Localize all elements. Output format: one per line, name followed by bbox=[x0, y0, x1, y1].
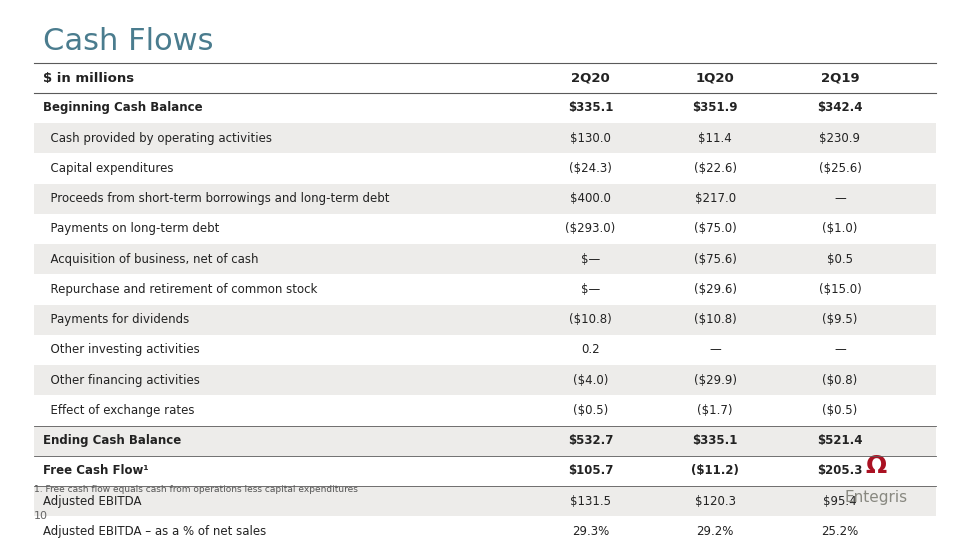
Text: ($29.6): ($29.6) bbox=[694, 283, 736, 296]
Text: 25.2%: 25.2% bbox=[822, 525, 858, 538]
Text: ($29.9): ($29.9) bbox=[694, 374, 736, 387]
Text: $335.1: $335.1 bbox=[567, 102, 613, 114]
FancyBboxPatch shape bbox=[34, 426, 936, 456]
Text: Capital expenditures: Capital expenditures bbox=[43, 162, 174, 175]
Text: Proceeds from short-term borrowings and long-term debt: Proceeds from short-term borrowings and … bbox=[43, 192, 390, 205]
Text: ($11.2): ($11.2) bbox=[691, 464, 739, 477]
Text: Acquisition of business, net of cash: Acquisition of business, net of cash bbox=[43, 253, 258, 266]
Text: Adjusted EBITDA – as a % of net sales: Adjusted EBITDA – as a % of net sales bbox=[43, 525, 267, 538]
FancyBboxPatch shape bbox=[34, 93, 936, 123]
Text: 10: 10 bbox=[34, 511, 48, 521]
Text: ($293.0): ($293.0) bbox=[565, 222, 615, 235]
Text: Other investing activities: Other investing activities bbox=[43, 343, 200, 356]
Text: $351.9: $351.9 bbox=[692, 102, 738, 114]
Text: Payments for dividends: Payments for dividends bbox=[43, 313, 189, 326]
Text: $217.0: $217.0 bbox=[695, 192, 735, 205]
Text: ($1.7): ($1.7) bbox=[698, 404, 732, 417]
Text: ($10.8): ($10.8) bbox=[694, 313, 736, 326]
Text: ($22.6): ($22.6) bbox=[694, 162, 736, 175]
Text: Payments on long-term debt: Payments on long-term debt bbox=[43, 222, 220, 235]
Text: 2Q20: 2Q20 bbox=[571, 72, 610, 85]
FancyBboxPatch shape bbox=[34, 244, 936, 274]
Text: ($0.5): ($0.5) bbox=[573, 404, 608, 417]
Text: Beginning Cash Balance: Beginning Cash Balance bbox=[43, 102, 203, 114]
FancyBboxPatch shape bbox=[34, 184, 936, 214]
Text: $532.7: $532.7 bbox=[567, 434, 613, 447]
Text: 1. Free cash flow equals cash from operations less capital expenditures: 1. Free cash flow equals cash from opera… bbox=[34, 485, 357, 494]
FancyBboxPatch shape bbox=[34, 456, 936, 486]
FancyBboxPatch shape bbox=[34, 123, 936, 153]
Text: $0.5: $0.5 bbox=[827, 253, 853, 266]
FancyBboxPatch shape bbox=[34, 335, 936, 365]
Text: 2Q19: 2Q19 bbox=[821, 72, 859, 85]
Text: Cash provided by operating activities: Cash provided by operating activities bbox=[43, 132, 273, 145]
Text: $131.5: $131.5 bbox=[570, 495, 611, 508]
Text: ($10.8): ($10.8) bbox=[569, 313, 612, 326]
FancyBboxPatch shape bbox=[34, 486, 936, 516]
Text: ($24.3): ($24.3) bbox=[569, 162, 612, 175]
Text: $400.0: $400.0 bbox=[570, 192, 611, 205]
Text: $521.4: $521.4 bbox=[817, 434, 863, 447]
Text: $342.4: $342.4 bbox=[817, 102, 863, 114]
Text: ($0.8): ($0.8) bbox=[823, 374, 857, 387]
FancyBboxPatch shape bbox=[34, 305, 936, 335]
Text: 0.2: 0.2 bbox=[581, 343, 600, 356]
Text: $11.4: $11.4 bbox=[698, 132, 732, 145]
Text: ($15.0): ($15.0) bbox=[819, 283, 861, 296]
Text: Repurchase and retirement of common stock: Repurchase and retirement of common stoc… bbox=[43, 283, 318, 296]
Text: $105.7: $105.7 bbox=[567, 464, 613, 477]
Text: ($0.5): ($0.5) bbox=[823, 404, 857, 417]
Text: $120.3: $120.3 bbox=[695, 495, 735, 508]
Text: 1Q20: 1Q20 bbox=[696, 72, 734, 85]
Text: Entegris: Entegris bbox=[844, 490, 907, 505]
Text: $335.1: $335.1 bbox=[692, 434, 738, 447]
Text: Adjusted EBITDA: Adjusted EBITDA bbox=[43, 495, 142, 508]
Text: $130.0: $130.0 bbox=[570, 132, 611, 145]
Text: ($1.0): ($1.0) bbox=[823, 222, 857, 235]
Text: $95.4: $95.4 bbox=[823, 495, 857, 508]
Text: —: — bbox=[709, 343, 721, 356]
FancyBboxPatch shape bbox=[34, 274, 936, 305]
Text: $—: $— bbox=[581, 283, 600, 296]
Text: $—: $— bbox=[581, 253, 600, 266]
FancyBboxPatch shape bbox=[34, 395, 936, 426]
Text: ($75.0): ($75.0) bbox=[694, 222, 736, 235]
Text: $230.9: $230.9 bbox=[820, 132, 860, 145]
FancyBboxPatch shape bbox=[34, 516, 936, 540]
Text: Effect of exchange rates: Effect of exchange rates bbox=[43, 404, 195, 417]
FancyBboxPatch shape bbox=[34, 153, 936, 184]
Text: ($9.5): ($9.5) bbox=[823, 313, 857, 326]
Text: ($4.0): ($4.0) bbox=[573, 374, 608, 387]
Text: Cash Flows: Cash Flows bbox=[43, 27, 214, 56]
FancyBboxPatch shape bbox=[34, 365, 936, 395]
Text: Ending Cash Balance: Ending Cash Balance bbox=[43, 434, 181, 447]
Text: 29.2%: 29.2% bbox=[697, 525, 733, 538]
FancyBboxPatch shape bbox=[34, 214, 936, 244]
Text: $ in millions: $ in millions bbox=[43, 72, 134, 85]
Text: ($25.6): ($25.6) bbox=[819, 162, 861, 175]
Text: Free Cash Flow¹: Free Cash Flow¹ bbox=[43, 464, 149, 477]
Text: 29.3%: 29.3% bbox=[572, 525, 609, 538]
Text: ($75.6): ($75.6) bbox=[694, 253, 736, 266]
Text: Other financing activities: Other financing activities bbox=[43, 374, 200, 387]
Text: $205.3: $205.3 bbox=[817, 464, 863, 477]
Text: Ω: Ω bbox=[865, 454, 886, 478]
Text: —: — bbox=[834, 343, 846, 356]
Text: —: — bbox=[834, 192, 846, 205]
